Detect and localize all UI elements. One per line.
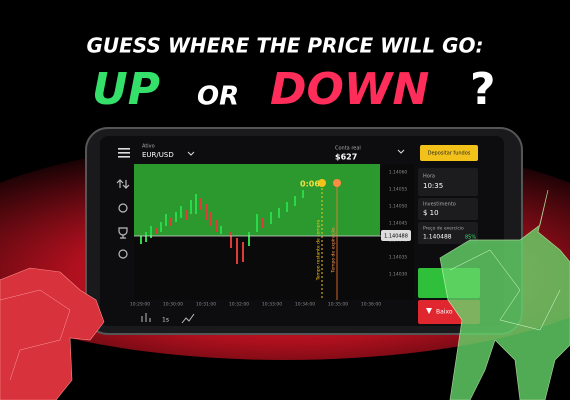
headline-down: DOWN xyxy=(270,64,429,115)
purchase-marker xyxy=(318,179,326,187)
x-label: 10:29:00 xyxy=(130,302,150,308)
headline-up: UP xyxy=(92,64,160,115)
investment-label: Investimento xyxy=(423,202,456,208)
y-label: 1.14050 xyxy=(389,204,408,210)
history-icon[interactable] xyxy=(118,203,128,213)
y-label: 1.14045 xyxy=(389,221,408,227)
headline-question: ? xyxy=(470,64,496,115)
balance: $627 xyxy=(335,153,357,162)
x-label: 10:30:00 xyxy=(163,302,183,308)
asset-label: Ativo xyxy=(142,144,155,150)
x-label: 10:35:00 xyxy=(328,302,348,308)
trophy-icon[interactable] xyxy=(118,227,128,239)
headline: GUESS WHERE THE PRICE WILL GO: xyxy=(86,34,483,58)
asset[interactable]: EUR/USD xyxy=(142,151,174,159)
down-button-label[interactable]: Baixo xyxy=(436,309,453,316)
strike-label: Preço de exercício xyxy=(423,225,464,232)
price-tag xyxy=(381,230,411,241)
headline-or: OR xyxy=(197,82,239,112)
time-label: Hora xyxy=(423,174,435,180)
y-label: 1.14055 xyxy=(389,187,408,193)
account-label: Conta real xyxy=(335,146,361,152)
y-label: 1.14035 xyxy=(389,255,408,261)
red-bull xyxy=(0,267,105,400)
investment-box[interactable] xyxy=(418,198,478,220)
x-label: 10:34:00 xyxy=(295,302,315,308)
x-label: 10:36:00 xyxy=(361,302,381,308)
trades-icon[interactable] xyxy=(116,179,130,189)
expiry-marker xyxy=(333,179,341,187)
green-bull-mesh xyxy=(449,249,561,331)
expiry-line-label: Tempo de expiração xyxy=(331,227,337,274)
sidebar xyxy=(116,179,130,259)
help-icon[interactable] xyxy=(118,249,128,259)
x-label: 10:31:00 xyxy=(196,302,216,308)
menu-icon[interactable] xyxy=(118,148,130,158)
down-arrow xyxy=(426,308,432,314)
purchase-line-label: Tempo restante de compra xyxy=(316,220,322,282)
time-box[interactable] xyxy=(418,168,478,196)
candles xyxy=(140,190,304,264)
x-label: 10:32:00 xyxy=(229,302,249,308)
indicators-icon[interactable] xyxy=(181,313,195,324)
green-bull xyxy=(439,189,570,400)
current-price: 1.140488 xyxy=(384,234,408,240)
account-dropdown[interactable] xyxy=(397,149,405,154)
payout: 85% xyxy=(465,235,476,241)
time: 10:35 xyxy=(423,182,443,190)
red-bull-mesh xyxy=(0,289,71,381)
y-label: 1.14030 xyxy=(389,272,408,278)
deposit-label[interactable]: Depositar fundos xyxy=(428,151,471,157)
investment: $ 10 xyxy=(423,209,439,217)
timer: 0:06 xyxy=(300,180,320,189)
interval[interactable]: 1s xyxy=(162,317,169,324)
chart-type-icon[interactable] xyxy=(141,313,151,322)
x-axis: 10:29:00 10:30:00 10:31:00 10:32:00 10:33:00… xyxy=(130,302,381,308)
strike-box xyxy=(418,222,478,244)
deposit-button[interactable] xyxy=(420,145,478,161)
strike: 1.140488 xyxy=(423,234,452,241)
y-label: 1.14060 xyxy=(389,170,408,176)
x-label: 10:33:00 xyxy=(262,302,282,308)
asset-dropdown[interactable] xyxy=(187,151,195,156)
